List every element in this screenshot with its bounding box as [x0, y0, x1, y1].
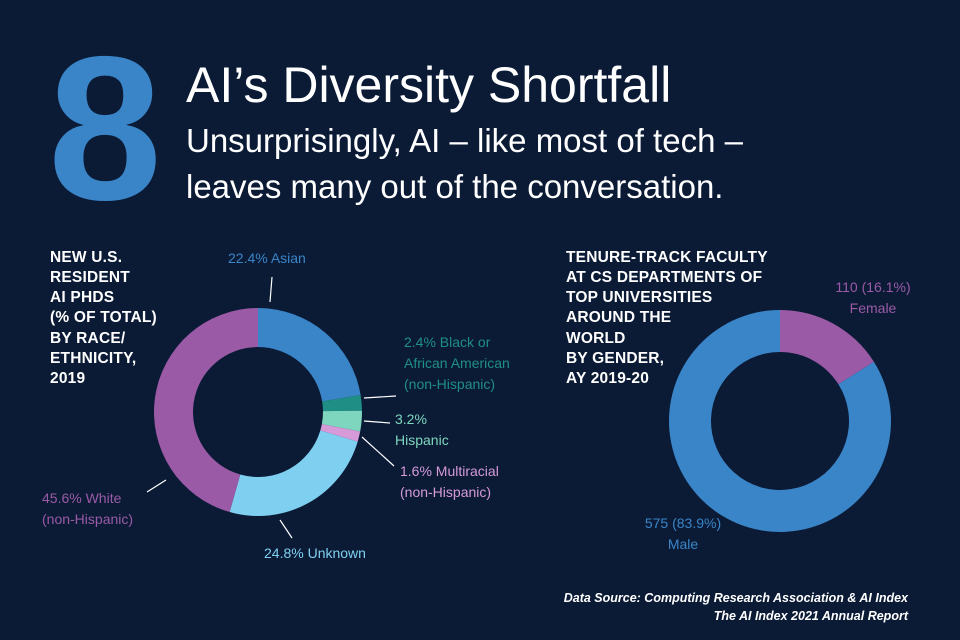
chart-title-race: NEW U.S. RESIDENT AI PHDS (% OF TOTAL) B… [50, 249, 157, 387]
slice-hispanic [321, 410, 362, 432]
slice-white-non-hispanic [153, 308, 258, 513]
data-label-unknown: 24.8% Unknown [264, 545, 366, 561]
chart-title-gender: TENURE-TRACK FACULTY AT CS DEPARTMENTS O… [566, 249, 768, 387]
data-label-hispanic: 3.2% Hispanic [395, 411, 449, 448]
leader-line-multiracial-non-hispanic [361, 436, 395, 467]
slice-multiracial-non-hispanic [320, 424, 361, 442]
source-line-1: Data Source: Computing Research Associat… [563, 591, 908, 605]
data-label-male: 575 (83.9%) Male [645, 515, 721, 552]
page-subtitle: Unsurprisingly, AI – like most of tech –… [186, 122, 743, 205]
slice-black-or-african-american-non-hispanic [322, 395, 362, 412]
leader-line-hispanic [363, 420, 391, 424]
data-label-white-non-hispanic: 45.6% White (non-Hispanic) [42, 490, 133, 527]
leader-line-white-non-hispanic [146, 479, 167, 493]
data-label-multiracial-non-hispanic: 1.6% Multiracial (non-Hispanic) [400, 463, 499, 500]
leader-line-unknown [279, 519, 293, 539]
leader-line-black-or-african-american-non-hispanic [363, 395, 397, 399]
source-line-2: The AI Index 2021 Annual Report [713, 608, 908, 623]
slice-male [669, 310, 891, 532]
data-label-asian: 22.4% Asian [228, 250, 306, 266]
slice-unknown [229, 430, 358, 516]
slice-female [780, 310, 874, 385]
data-label-female: 110 (16.1%) Female [835, 279, 910, 316]
data-label-black-or-african-american-non-hispanic: 2.4% Black or African American (non-Hispan… [404, 334, 510, 392]
page-title: AI’s Diversity Shortfall [186, 57, 672, 113]
data-source: Data Source: Computing Research Associat… [564, 590, 908, 626]
chapter-number: 8 [48, 14, 162, 243]
slice-asian [258, 308, 361, 402]
leader-line-asian [269, 276, 273, 303]
